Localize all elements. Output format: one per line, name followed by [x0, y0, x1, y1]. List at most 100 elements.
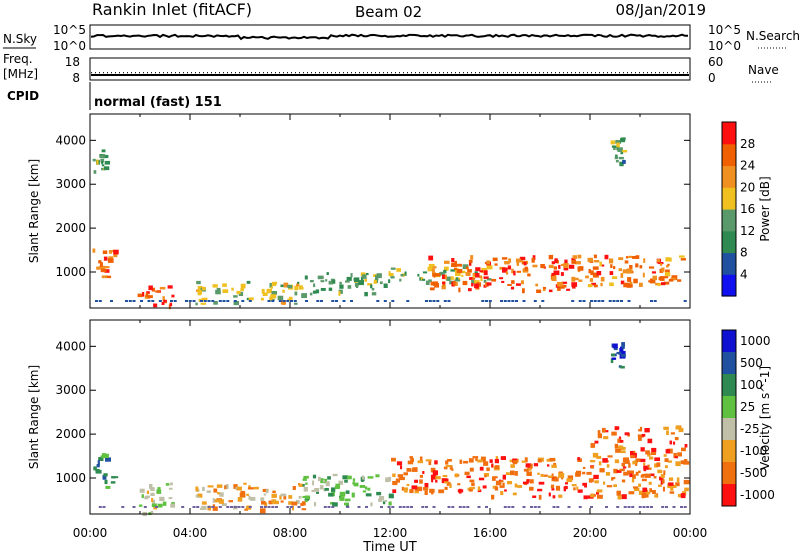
data-cell [454, 281, 458, 286]
data-cell [596, 271, 602, 276]
data-cell [435, 476, 441, 480]
freq-panel [89, 57, 691, 81]
data-cell [298, 495, 302, 499]
data-cell [303, 487, 308, 492]
ground-cell [425, 506, 428, 508]
data-cell [441, 478, 448, 484]
data-cell [101, 161, 104, 165]
data-cell [652, 275, 657, 281]
data-cell [662, 486, 665, 492]
data-cell [471, 283, 474, 287]
data-cell [633, 278, 638, 284]
data-cell [456, 277, 459, 282]
data-cell [169, 302, 173, 307]
data-cell [325, 279, 328, 282]
data-cell [391, 457, 396, 462]
data-cell [419, 456, 423, 461]
data-cell [103, 473, 108, 477]
data-cell [590, 465, 594, 469]
data-cell [399, 476, 405, 481]
ground-cell [365, 506, 368, 508]
data-cell [576, 486, 579, 491]
data-cell [635, 462, 638, 466]
data-cell [627, 277, 632, 282]
data-cell [530, 463, 533, 469]
data-cell [674, 456, 678, 459]
data-cell [113, 249, 119, 255]
data-cell [667, 263, 670, 267]
data-cell [628, 491, 635, 495]
data-cell [571, 260, 577, 264]
data-cell [428, 460, 432, 466]
data-cell [606, 485, 613, 488]
data-cell [105, 457, 111, 462]
data-cell [572, 286, 576, 289]
data-cell [302, 495, 306, 499]
data-cell [392, 473, 396, 478]
ground-cell [428, 300, 432, 302]
ground-cell [143, 506, 147, 508]
power-colorbar-swatches [722, 122, 736, 297]
data-cell [571, 484, 577, 487]
data-cell [288, 495, 293, 499]
data-cell [601, 427, 606, 433]
data-cell [301, 293, 307, 298]
data-cell [619, 161, 624, 167]
data-cell [464, 471, 470, 476]
data-cell [675, 482, 680, 487]
data-cell [444, 266, 449, 271]
data-cell [669, 491, 675, 494]
data-cell [480, 456, 486, 462]
data-cell [163, 299, 167, 303]
data-cell [302, 484, 305, 487]
data-cell [240, 283, 246, 289]
ground-cell [155, 506, 158, 508]
data-cell [376, 273, 382, 279]
data-cell [623, 471, 629, 476]
data-cell [558, 472, 565, 478]
data-cell [589, 278, 593, 282]
data-cell [590, 443, 595, 448]
data-cell [312, 474, 317, 479]
data-cell [647, 454, 651, 457]
data-cell [361, 274, 367, 279]
data-cell [153, 303, 158, 308]
data-cell [280, 284, 284, 288]
data-cell [432, 470, 438, 476]
data-cell [324, 488, 329, 491]
data-cell [500, 480, 504, 483]
ground-cell [286, 300, 290, 302]
data-cell [353, 278, 360, 281]
data-cell [471, 482, 475, 487]
data-cell [280, 493, 287, 497]
data-cell [604, 254, 609, 260]
data-cell [243, 482, 247, 485]
data-cell [621, 342, 625, 347]
data-cell [632, 486, 638, 489]
ground-cell [203, 300, 207, 302]
nsky-label: N.Sky [3, 32, 37, 46]
data-cell [161, 301, 165, 305]
data-cell [395, 478, 400, 483]
data-cell [486, 282, 492, 286]
ground-cell [290, 300, 293, 302]
data-cell [552, 495, 556, 499]
data-cell [412, 467, 418, 472]
data-cell [95, 469, 100, 473]
data-cell [102, 250, 108, 254]
data-cell [469, 479, 475, 483]
ground-cell [147, 300, 151, 302]
data-cell [593, 474, 599, 480]
data-cell [388, 493, 394, 499]
data-cell [342, 475, 349, 480]
nsky-tick-top: 10^5 [53, 23, 86, 37]
data-cell [430, 467, 436, 473]
data-cell [623, 282, 630, 288]
colorbar-tick-label: 24 [740, 159, 755, 173]
data-cell [238, 291, 244, 296]
data-cell [110, 481, 116, 484]
data-cell [334, 485, 340, 490]
data-cell [345, 498, 351, 502]
ground-cell [443, 300, 447, 302]
data-cell [515, 258, 521, 263]
